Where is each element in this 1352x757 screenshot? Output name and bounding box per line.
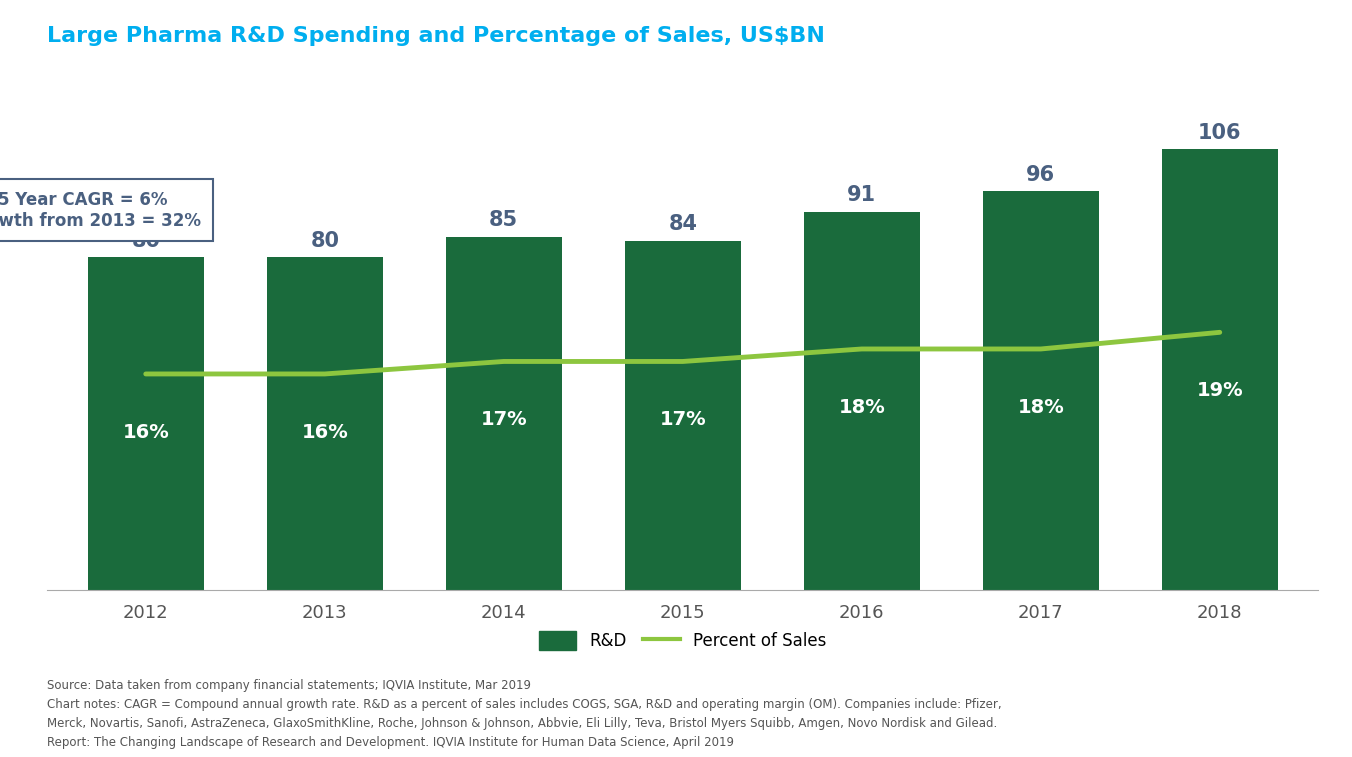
Text: 17%: 17% xyxy=(480,410,527,429)
Bar xyxy=(625,241,741,590)
Text: 18%: 18% xyxy=(1017,397,1064,417)
Bar xyxy=(88,257,204,590)
Bar xyxy=(266,257,383,590)
Bar xyxy=(803,211,919,590)
Text: 84: 84 xyxy=(668,214,698,235)
Text: Large Pharma R&D Spending and Percentage of Sales, US$BN: Large Pharma R&D Spending and Percentage… xyxy=(47,26,825,46)
Text: 91: 91 xyxy=(848,185,876,205)
Bar xyxy=(1161,149,1278,590)
Bar xyxy=(446,236,562,590)
Legend: R&D, Percent of Sales: R&D, Percent of Sales xyxy=(533,625,833,657)
Text: 80: 80 xyxy=(131,231,161,251)
Text: 5 Year CAGR = 6%
Growth from 2013 = 32%: 5 Year CAGR = 6% Growth from 2013 = 32% xyxy=(0,191,201,229)
Bar xyxy=(983,191,1099,590)
Text: 18%: 18% xyxy=(838,397,886,417)
Text: 16%: 16% xyxy=(123,422,169,442)
Text: 96: 96 xyxy=(1026,164,1056,185)
Text: 106: 106 xyxy=(1198,123,1241,143)
Text: 17%: 17% xyxy=(660,410,706,429)
Text: 80: 80 xyxy=(310,231,339,251)
Text: Source: Data taken from company financial statements; IQVIA Institute, Mar 2019
: Source: Data taken from company financia… xyxy=(47,680,1002,749)
Text: 19%: 19% xyxy=(1197,381,1242,400)
Text: 16%: 16% xyxy=(301,422,349,442)
Text: 85: 85 xyxy=(489,210,518,230)
